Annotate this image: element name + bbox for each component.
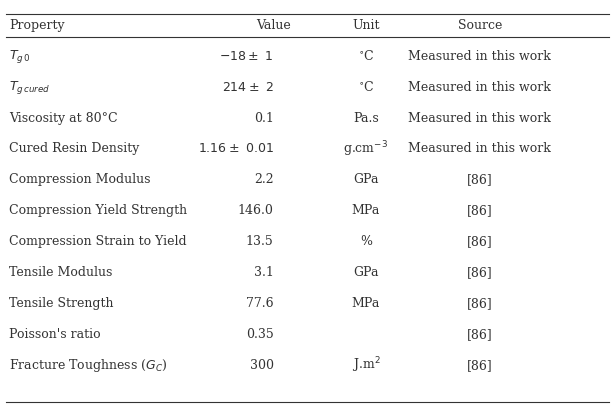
Text: $-18 \pm\ 1$: $-18 \pm\ 1$: [219, 50, 274, 63]
Text: [86]: [86]: [467, 204, 493, 217]
Text: 13.5: 13.5: [246, 235, 274, 248]
Text: 77.6: 77.6: [246, 297, 274, 310]
Text: Compression Modulus: Compression Modulus: [9, 173, 151, 186]
Text: $1.16 \pm\ 0.01$: $1.16 \pm\ 0.01$: [198, 142, 274, 155]
Text: [86]: [86]: [467, 359, 493, 372]
Text: Compression Strain to Yield: Compression Strain to Yield: [9, 235, 187, 248]
Text: [86]: [86]: [467, 173, 493, 186]
Text: 300: 300: [250, 359, 274, 372]
Text: MPa: MPa: [352, 204, 380, 217]
Text: MPa: MPa: [352, 297, 380, 310]
Text: GPa: GPa: [353, 266, 379, 279]
Text: $T_{g\,\mathit{cured}}$: $T_{g\,\mathit{cured}}$: [9, 79, 51, 96]
Text: $T_{g\,0}$: $T_{g\,0}$: [9, 48, 31, 65]
Text: Measured in this work: Measured in this work: [408, 142, 551, 155]
Text: Tensile Modulus: Tensile Modulus: [9, 266, 113, 279]
Text: Measured in this work: Measured in this work: [408, 81, 551, 94]
Text: 146.0: 146.0: [238, 204, 274, 217]
Text: g.cm$^{-3}$: g.cm$^{-3}$: [343, 139, 389, 159]
Text: Pa.s: Pa.s: [353, 112, 379, 125]
Text: Measured in this work: Measured in this work: [408, 112, 551, 125]
Text: 2.2: 2.2: [254, 173, 274, 186]
Text: %: %: [360, 235, 372, 248]
Text: Tensile Strength: Tensile Strength: [9, 297, 114, 310]
Text: Compression Yield Strength: Compression Yield Strength: [9, 204, 188, 217]
Text: Unit: Unit: [352, 19, 379, 32]
Text: Fracture Toughness ($G_C$): Fracture Toughness ($G_C$): [9, 357, 168, 374]
Text: Viscosity at 80°C: Viscosity at 80°C: [9, 112, 118, 125]
Text: Property: Property: [9, 19, 65, 32]
Text: 0.35: 0.35: [246, 328, 274, 341]
Text: $^{\circ}$C: $^{\circ}$C: [357, 49, 375, 63]
Text: $^{\circ}$C: $^{\circ}$C: [357, 80, 375, 94]
Text: Source: Source: [458, 19, 502, 32]
Text: Measured in this work: Measured in this work: [408, 50, 551, 63]
Text: $214 \pm\ 2$: $214 \pm\ 2$: [222, 81, 274, 94]
Text: 3.1: 3.1: [254, 266, 274, 279]
Text: J.m$^{2}$: J.m$^{2}$: [352, 356, 380, 375]
Text: [86]: [86]: [467, 328, 493, 341]
Text: [86]: [86]: [467, 297, 493, 310]
Text: Cured Resin Density: Cured Resin Density: [9, 142, 140, 155]
Text: GPa: GPa: [353, 173, 379, 186]
Text: 0.1: 0.1: [254, 112, 274, 125]
Text: [86]: [86]: [467, 266, 493, 279]
Text: [86]: [86]: [467, 235, 493, 248]
Text: Value: Value: [256, 19, 291, 32]
Text: Poisson's ratio: Poisson's ratio: [9, 328, 101, 341]
